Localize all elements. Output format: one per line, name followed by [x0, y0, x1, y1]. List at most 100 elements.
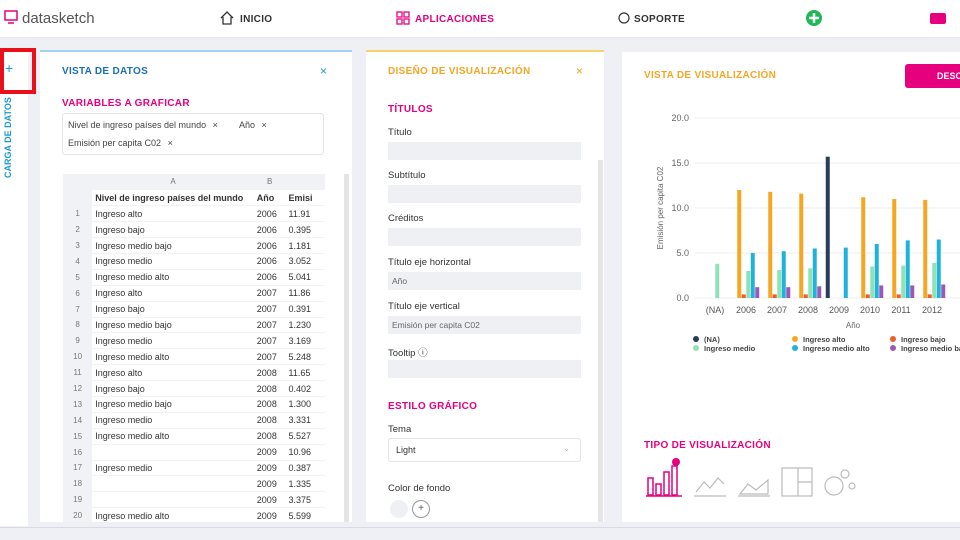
- row-number: 5: [63, 269, 93, 286]
- table-row: 3 Ingreso medio bajo 2006 1.181: [63, 237, 325, 254]
- table-cell: 2007: [253, 348, 286, 366]
- table-cell: Ingreso medio alto: [92, 507, 254, 522]
- panel-title: VISTA DE VISUALIZACIÓN: [644, 70, 777, 81]
- bar: [865, 294, 870, 298]
- field-label: Tema: [388, 424, 412, 435]
- top-nav: datasketch INICIO APLICACIONES SOPORTE: [0, 0, 960, 38]
- table-cell: 3.375: [285, 491, 325, 509]
- table-row: 18 2009 1.335: [63, 475, 325, 493]
- table-cell: 0.395: [285, 221, 325, 239]
- table-cell: 3.169: [285, 332, 325, 350]
- table-row: 8 Ingreso medio bajo 2007 1.230: [63, 317, 325, 334]
- row-number: 14: [63, 412, 93, 429]
- legend-swatch: [693, 336, 699, 342]
- add-color[interactable]: +: [412, 500, 430, 518]
- text-input[interactable]: [388, 360, 581, 378]
- color-swatch[interactable]: [390, 500, 408, 518]
- table-cell: 2007: [253, 285, 286, 302]
- table-cell: Ingreso medio: [92, 332, 254, 350]
- table-cell: 2008: [253, 428, 286, 445]
- row-number: 9: [63, 332, 93, 350]
- treemap-type-icon[interactable]: [781, 467, 813, 497]
- letter-cell: [285, 174, 325, 191]
- legend-label: Ingreso medio alto: [803, 344, 870, 353]
- x-tick-label: 2006: [736, 305, 756, 315]
- close-button[interactable]: ×: [320, 64, 328, 78]
- table-cell: 5.599: [285, 507, 325, 522]
- field-label: Color de fondo: [388, 483, 451, 494]
- row-number: 19: [63, 491, 93, 509]
- download-button[interactable]: DESC: [905, 64, 960, 88]
- chip[interactable]: Nivel de ingreso países del mundo ×: [68, 120, 218, 130]
- bar: [874, 244, 879, 298]
- y-tick-label: 20.0: [671, 113, 689, 123]
- table-cell: 1.181: [285, 237, 325, 254]
- chip[interactable]: Año ×: [239, 120, 267, 130]
- area-type-icon[interactable]: [738, 478, 770, 497]
- bar: [817, 286, 822, 298]
- table-cell: 2009: [253, 444, 286, 461]
- table-cell: 11.86: [285, 285, 325, 302]
- section-title: TÍTULOS: [388, 104, 433, 115]
- x-tick-label: 2012: [922, 305, 942, 315]
- add-user-icon[interactable]: [805, 9, 823, 27]
- table-cell: 2009: [253, 475, 286, 493]
- nav-item[interactable]: INICIO: [240, 14, 273, 25]
- bar: [923, 199, 928, 298]
- chip[interactable]: Emisión per capita C02 ×: [68, 138, 173, 148]
- text-input[interactable]: [388, 185, 581, 203]
- viz-panel: VISTA DE VISUALIZACIÓN DESC 0.0 5.0 10.0 15…: [622, 50, 960, 522]
- table-cell: Ingreso medio: [92, 253, 254, 270]
- table-cell: 2007: [253, 317, 286, 334]
- bar-type-icon[interactable]: [646, 458, 682, 497]
- add-data-button[interactable]: +: [5, 60, 14, 76]
- logo[interactable]: datasketch: [22, 10, 95, 27]
- y-tick-label: 10.0: [671, 203, 689, 213]
- text-input[interactable]: [388, 228, 581, 246]
- data-table: A B Nivel de ingreso países del mundo Año Em…: [63, 174, 325, 522]
- table-row: 10 Ingreso medio alto 2007 5.248: [63, 348, 325, 366]
- table-cell: 2006: [253, 253, 286, 270]
- table-cell: 2006: [253, 269, 286, 286]
- bar: [936, 239, 941, 298]
- close-button[interactable]: ×: [576, 64, 584, 78]
- table-row: 2 Ingreso bajo 2006 0.395: [63, 221, 325, 239]
- theme-select[interactable]: Light ⌄: [388, 438, 581, 462]
- bubble-type-icon[interactable]: [824, 469, 856, 496]
- sidebar: + CARGA DE DATOS: [0, 48, 36, 526]
- x-tick-label: 2009: [829, 305, 849, 315]
- table-cell: 5.527: [285, 428, 325, 445]
- table-cell: [92, 444, 254, 461]
- table-cell: 11.65: [285, 364, 325, 382]
- bar: [781, 251, 786, 298]
- nav-item[interactable]: APLICACIONES: [415, 14, 495, 25]
- table-cell: Ingreso medio alto: [92, 428, 254, 445]
- line-type-icon[interactable]: [694, 477, 726, 497]
- legend-swatch: [792, 345, 798, 351]
- header-cell: Nivel de ingreso países del mundo: [92, 189, 254, 207]
- sidebar-label[interactable]: CARGA DE DATOS: [3, 97, 13, 178]
- table-cell: 2009: [253, 507, 286, 522]
- bar: [927, 294, 932, 298]
- bar: [746, 271, 751, 298]
- nav-item[interactable]: SOPORTE: [634, 14, 685, 25]
- text-input[interactable]: Emisión per capita C02: [388, 316, 581, 334]
- table-row: 17 Ingreso medio 2009 0.387: [63, 460, 325, 477]
- row-number: 6: [63, 285, 93, 302]
- table-cell: [92, 475, 254, 493]
- data-panel: VISTA DE DATOS × VARIABLES A GRAFICAR Ni…: [40, 50, 352, 522]
- table-cell: 2006: [253, 237, 286, 254]
- legend-label: Ingreso bajo: [901, 335, 946, 344]
- viz-type-icons: [646, 458, 856, 497]
- table-cell: 2008: [253, 412, 286, 429]
- table-row: 14 Ingreso medio 2008 3.331: [63, 412, 325, 429]
- header-row: Nivel de ingreso países del mundo Año Emis…: [63, 189, 325, 207]
- user-badge[interactable]: [930, 13, 946, 24]
- panel-title: VISTA DE DATOS: [62, 66, 149, 77]
- table-cell: 2008: [253, 364, 286, 382]
- text-input[interactable]: [388, 142, 581, 160]
- legend-label: (NA): [704, 335, 720, 344]
- y-axis-title: Emisión per capita C02: [656, 166, 665, 249]
- text-input[interactable]: Año: [388, 272, 581, 290]
